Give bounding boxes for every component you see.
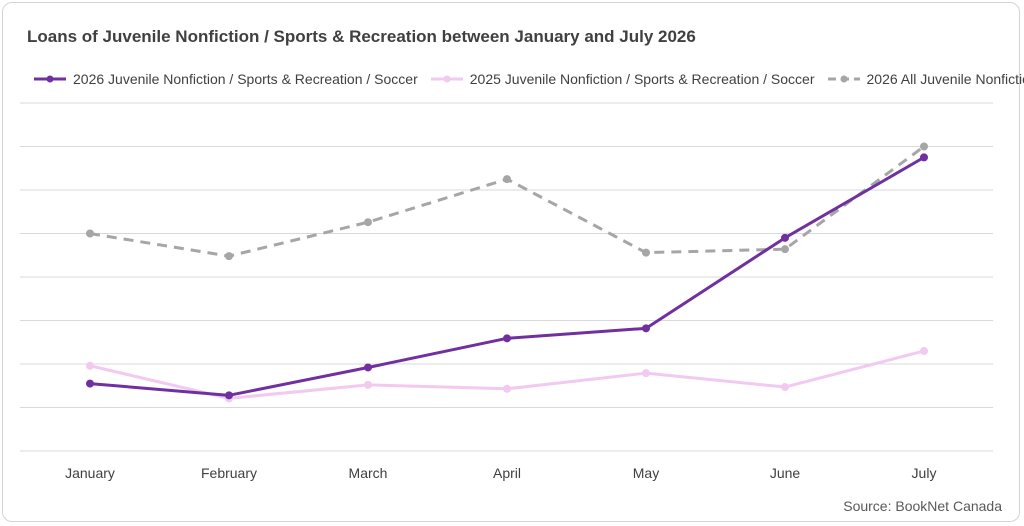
series-line [89,156,925,397]
data-point [642,369,650,378]
data-point [503,384,511,393]
legend-label-2025-soccer: 2025 Juvenile Nonfiction / Sports & Recr… [469,71,815,87]
legend-item-2025-soccer: 2025 Juvenile Nonfiction / Sports & Recr… [430,71,815,87]
legend-item-2026-soccer: 2026 Juvenile Nonfiction / Sports & Recr… [33,71,418,87]
data-point [781,383,789,392]
gridlines [20,102,993,452]
data-point [225,252,233,261]
x-tick-label: March [349,465,388,481]
legend-swatch-2026-soccer [34,75,66,83]
series-line [89,145,925,258]
x-tick-label: July [912,465,937,481]
legend-label-2026-soccer: 2026 Juvenile Nonfiction / Sports & Recr… [73,71,418,87]
chart-legend: 2026 Juvenile Nonfiction / Sports & Recr… [33,69,1024,89]
legend-swatch-2025-soccer [430,75,463,83]
legend-swatch-all-juvenile [827,75,860,83]
data-point [781,245,789,254]
data-point [920,346,928,355]
data-point [920,153,928,162]
legend-label-all-juvenile: 2026 All Juvenile Nonfiction [866,71,1024,87]
data-point [364,363,372,372]
data-point [364,380,372,389]
data-point [503,175,511,184]
source-note: Source: BookNet Canada [843,498,1002,514]
data-point [503,334,511,343]
data-point [86,229,94,238]
legend-item-all-juvenile: 2026 All Juvenile Nonfiction [827,71,1024,87]
series-0 [86,153,928,400]
data-point [225,391,233,400]
x-tick-label: February [201,465,257,481]
x-tick-label: May [633,465,659,481]
x-axis: January February March April May June July [65,465,936,481]
x-tick-label: April [493,465,521,481]
chart-title: Loans of Juvenile Nonfiction / Sports & … [27,27,696,46]
data-point [642,324,650,333]
data-point [642,248,650,257]
data-point [920,142,928,151]
data-point [86,379,94,388]
data-point [781,233,789,242]
data-point [86,361,94,370]
x-tick-label: January [65,465,115,481]
data-point [364,218,372,227]
series-layer [86,142,928,403]
series-2 [86,142,928,261]
x-tick-label: June [770,465,801,481]
